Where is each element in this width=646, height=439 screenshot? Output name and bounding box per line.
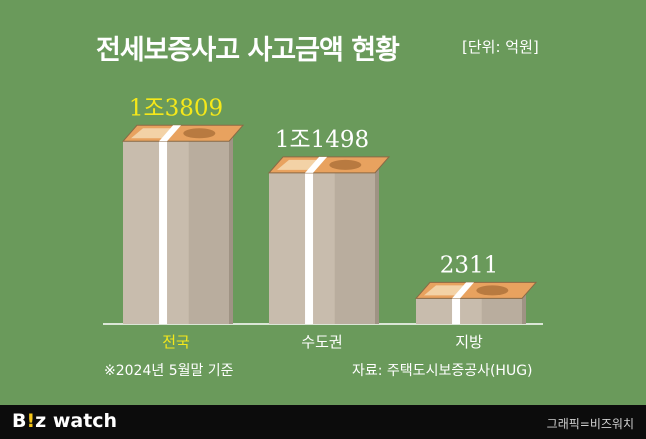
category-label: 지방 bbox=[455, 333, 483, 351]
value-label: 1조1498 bbox=[275, 127, 369, 153]
bar-shade bbox=[188, 141, 229, 324]
value-label: 1조3809 bbox=[129, 95, 223, 121]
logo-exclamation: ! bbox=[26, 410, 36, 432]
chart-title: 전세보증사고 사고금액 현황 bbox=[96, 35, 400, 66]
bar-top-bill-panel bbox=[131, 128, 171, 139]
unit-note: [단위: 억원] bbox=[462, 38, 539, 56]
bar-shade bbox=[481, 298, 522, 324]
chart-svg: 전국 1조3809 수도권 1조1498 지방 2311 bbox=[103, 95, 543, 351]
bar-top-bill-panel bbox=[277, 159, 317, 170]
bar-top-band bbox=[305, 156, 328, 173]
logo-rest: z watch bbox=[35, 410, 118, 432]
value-label: 2311 bbox=[440, 252, 499, 278]
footer-bar: B!z watch 그래픽=비즈워치 bbox=[0, 405, 646, 439]
category-label: 전국 bbox=[162, 333, 190, 351]
bar-top-band bbox=[159, 125, 182, 142]
bar-top-bill-panel bbox=[424, 285, 464, 296]
bizwatch-logo: B!z watch bbox=[12, 410, 117, 432]
bar-band bbox=[159, 139, 168, 324]
bar-top-bill-portrait bbox=[329, 159, 362, 170]
bar-shade bbox=[334, 172, 375, 324]
date-basis-note: ※2024년 5월말 기준 bbox=[104, 363, 234, 379]
logo-b: B bbox=[12, 410, 27, 432]
bar-band bbox=[452, 296, 461, 324]
bar-band bbox=[305, 170, 314, 324]
bar-top-band bbox=[452, 282, 475, 299]
category-label: 수도권 bbox=[301, 333, 342, 351]
graphic-credit: 그래픽=비즈워치 bbox=[546, 417, 634, 431]
bar-top-bill-portrait bbox=[476, 285, 509, 296]
bar-top-bill-portrait bbox=[183, 128, 216, 139]
source-note: 자료: 주택도시보증공사(HUG) bbox=[352, 363, 533, 379]
